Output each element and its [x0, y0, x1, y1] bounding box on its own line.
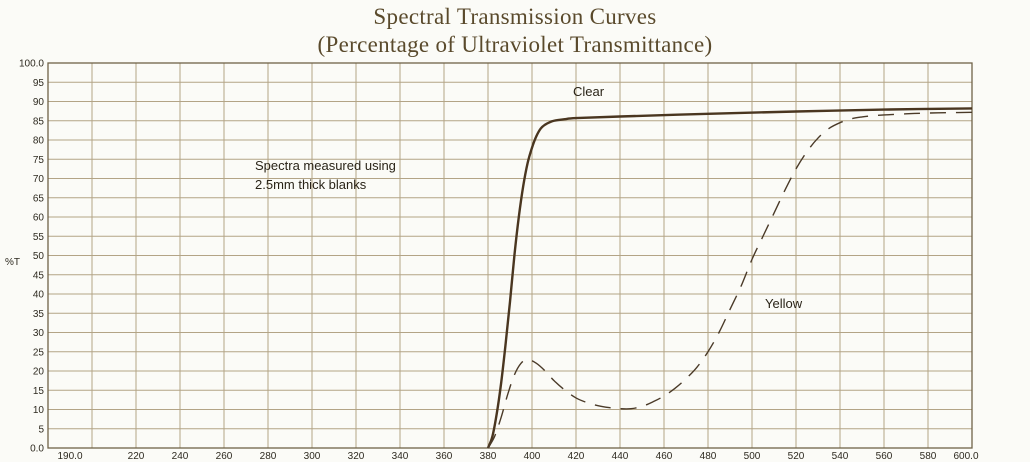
y-tick-label: 35: [33, 309, 45, 320]
series-line-clear: [486, 107, 973, 449]
y-tick-label: 100.0: [19, 59, 44, 70]
y-tick-label: 60: [33, 213, 45, 224]
y-tick-label: 15: [33, 386, 45, 397]
x-tick-label: 540: [832, 451, 849, 462]
y-tick-label: 45: [33, 270, 45, 281]
x-tick-label: 360: [436, 451, 453, 462]
tick-labels: 0.0 5 10 15 20 25 30 35 40 45 50 55 60 65 70 75 80 85 90 95…: [19, 59, 979, 462]
y-tick-label: 65: [33, 193, 45, 204]
x-tick-label: 300: [304, 451, 321, 462]
x-tick-label: 380: [480, 451, 497, 462]
plot-frame: [47, 62, 973, 449]
y-tick-label: 80: [33, 136, 45, 147]
y-tick-label: 55: [33, 232, 45, 243]
x-tick-label: 560: [876, 451, 893, 462]
series-line-yellow: [487, 111, 973, 449]
chart-title: Spectral Transmission Curves: [373, 4, 657, 29]
grid: [47, 62, 973, 449]
x-tick-label: 580: [920, 451, 937, 462]
y-tick-label: 70: [33, 174, 45, 185]
y-tick-label: 30: [33, 328, 45, 339]
y-tick-label: 5: [38, 424, 44, 435]
annotation-line-2: 2.5mm thick blanks: [255, 177, 367, 192]
x-tick-label: 190.0: [57, 451, 82, 462]
x-tick-label: 400: [524, 451, 541, 462]
x-tick-label: 340: [392, 451, 409, 462]
x-tick-label: 480: [700, 451, 717, 462]
annotation-line-1: Spectra measured using: [255, 158, 396, 173]
y-tick-label: 0.0: [30, 444, 44, 455]
y-tick-label: 85: [33, 116, 45, 127]
y-tick-label: 25: [33, 347, 45, 358]
x-tick-label: 240: [172, 451, 189, 462]
x-tick-label: 260: [216, 451, 233, 462]
chart-subtitle: (Percentage of Ultraviolet Transmittance…: [317, 32, 713, 57]
series-label-clear: Clear: [573, 84, 605, 99]
x-tick-label: 600.0: [953, 451, 978, 462]
x-tick-label: 460: [656, 451, 673, 462]
y-tick-label: 75: [33, 155, 45, 166]
x-tick-label: 440: [612, 451, 629, 462]
y-tick-label: 10: [33, 405, 45, 416]
x-tick-label: 500: [744, 451, 761, 462]
y-tick-label: 95: [33, 78, 45, 89]
x-tick-label: 320: [348, 451, 365, 462]
x-tick-label: 220: [128, 451, 145, 462]
y-axis-label: %T: [5, 257, 20, 268]
y-tick-label: 90: [33, 97, 45, 108]
x-tick-label: 280: [260, 451, 277, 462]
x-tick-label: 420: [568, 451, 585, 462]
series-label-yellow: Yellow: [765, 296, 803, 311]
series: [486, 107, 973, 449]
y-tick-label: 20: [33, 367, 45, 378]
y-tick-label: 40: [33, 290, 45, 301]
x-tick-label: 520: [788, 451, 805, 462]
y-tick-label: 50: [33, 251, 45, 262]
